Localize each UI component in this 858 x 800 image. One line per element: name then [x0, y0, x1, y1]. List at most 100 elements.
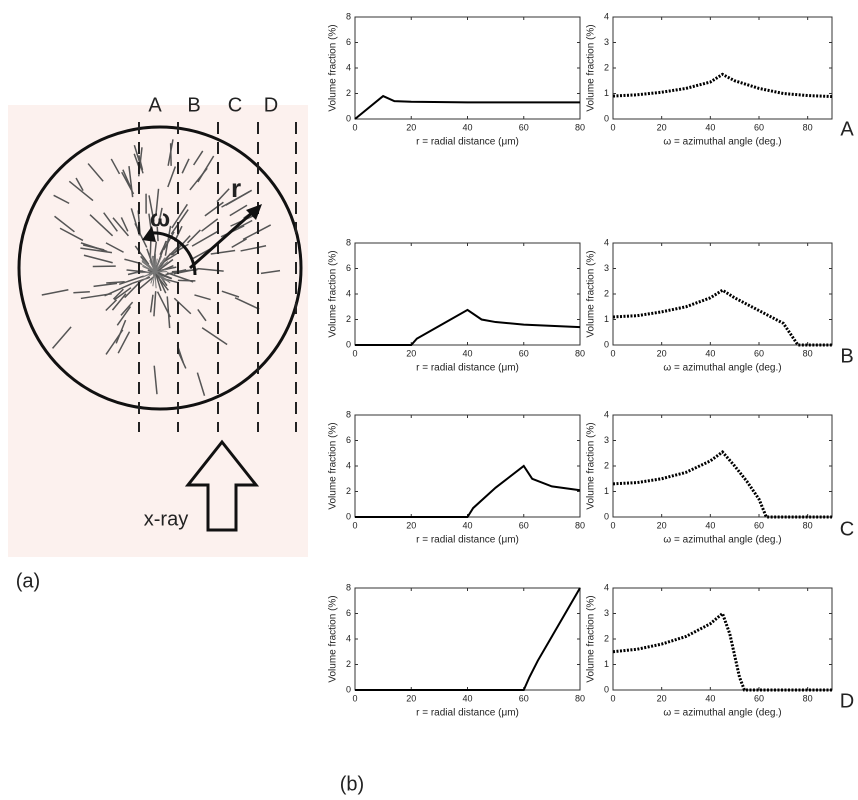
y-tick-label: 0	[604, 511, 609, 521]
fiber	[112, 288, 124, 300]
y-tick-label: 6	[346, 435, 351, 445]
y-axis-label: Volume fraction (%)	[586, 595, 597, 682]
x-axis-label: ω = azimuthal angle (deg.)	[663, 708, 781, 719]
fiber	[53, 194, 70, 205]
x-tick-label: 40	[462, 520, 472, 530]
y-tick-label: 4	[604, 409, 609, 419]
x-tick-label: 80	[575, 520, 585, 530]
y-tick-label: 2	[346, 88, 351, 98]
fiber	[229, 204, 248, 217]
fiber	[83, 254, 113, 264]
fiber	[237, 219, 253, 229]
y-tick-label: 4	[346, 62, 351, 72]
fiber	[148, 195, 155, 222]
y-tick-label: 0	[346, 339, 351, 349]
x-axis-label: ω = azimuthal angle (deg.)	[663, 363, 781, 374]
y-axis-label: Volume fraction (%)	[586, 422, 597, 509]
x-tick-label: 40	[462, 693, 472, 703]
fiber	[93, 282, 118, 288]
row-label: A	[840, 118, 854, 140]
plot-frame	[612, 414, 833, 518]
x-tick-label: 40	[705, 693, 715, 703]
fiber	[153, 291, 157, 317]
y-tick-label: 0	[604, 113, 609, 123]
fiber	[164, 225, 172, 256]
x-axis-label: r = radial distance (μm)	[416, 535, 519, 546]
fiber	[134, 245, 150, 265]
fiber	[242, 224, 272, 241]
source-label: x-ray	[144, 508, 188, 530]
x-axis-label: ω = azimuthal angle (deg.)	[663, 535, 781, 546]
x-tick-label: 40	[705, 122, 715, 132]
x-tick-label: 20	[657, 122, 667, 132]
y-axis-label: Volume fraction (%)	[328, 24, 339, 111]
x-tick-label: 80	[803, 520, 813, 530]
r-arrow	[189, 210, 254, 270]
x-tick-label: 60	[754, 520, 764, 530]
fiber	[170, 209, 189, 235]
fiber	[189, 167, 208, 191]
x-tick-label: 60	[754, 348, 764, 358]
x-tick-label: 0	[610, 693, 615, 703]
column-label: D	[264, 94, 278, 116]
arrow-head	[142, 226, 156, 242]
fiber	[153, 241, 158, 262]
panel-label: (b)	[340, 773, 364, 795]
fiber	[201, 327, 228, 346]
x-tick-label: 60	[754, 693, 764, 703]
fiber	[54, 215, 75, 233]
fiber	[75, 177, 84, 191]
x-ray-arrow	[184, 439, 260, 532]
y-tick-label: 3	[604, 608, 609, 618]
omega-arrow	[149, 231, 197, 276]
fiber	[105, 329, 124, 355]
y-tick-label: 4	[346, 288, 351, 298]
x-tick-label: 20	[406, 693, 416, 703]
x-tick-label: 80	[803, 348, 813, 358]
fiber	[177, 279, 196, 282]
fiber	[197, 267, 224, 272]
data-line	[612, 288, 832, 347]
fiber	[149, 252, 156, 273]
x-tick-label: 0	[610, 520, 615, 530]
y-tick-label: 3	[604, 435, 609, 445]
y-axis-label: Volume fraction (%)	[328, 250, 339, 337]
data-line	[612, 449, 832, 519]
y-tick-label: 3	[604, 263, 609, 273]
y-tick-label: 8	[346, 582, 351, 592]
y-tick-label: 0	[346, 511, 351, 521]
fiber	[240, 245, 267, 252]
fiber	[149, 294, 154, 313]
data-line	[354, 94, 580, 120]
fiber	[143, 271, 156, 277]
y-tick-label: 4	[346, 460, 351, 470]
x-tick-label: 20	[406, 122, 416, 132]
fiber	[110, 158, 121, 175]
x-tick-label: 0	[610, 122, 615, 132]
fiber	[122, 169, 132, 188]
fiber	[141, 271, 156, 282]
y-tick-label: 2	[346, 486, 351, 496]
fibers	[41, 139, 281, 396]
y-tick-label: 8	[346, 237, 351, 247]
column-label: A	[148, 94, 162, 116]
specimen-circle	[17, 125, 303, 411]
fiber	[87, 163, 104, 182]
fiber	[173, 297, 192, 315]
x-tick-label: 0	[352, 520, 357, 530]
row-label: B	[840, 345, 853, 367]
fiber	[51, 326, 72, 349]
plot-frame	[612, 242, 833, 346]
fiber	[116, 306, 132, 326]
fiber	[127, 270, 143, 276]
fiber	[163, 231, 175, 251]
y-tick-label: 0	[346, 113, 351, 123]
fiber	[155, 188, 160, 216]
column-label: C	[228, 94, 242, 116]
fiber	[133, 144, 144, 174]
fiber	[105, 299, 118, 312]
y-tick-label: 6	[346, 263, 351, 273]
fiber	[80, 247, 113, 254]
fiber	[157, 271, 173, 280]
plot-frame	[354, 16, 581, 120]
